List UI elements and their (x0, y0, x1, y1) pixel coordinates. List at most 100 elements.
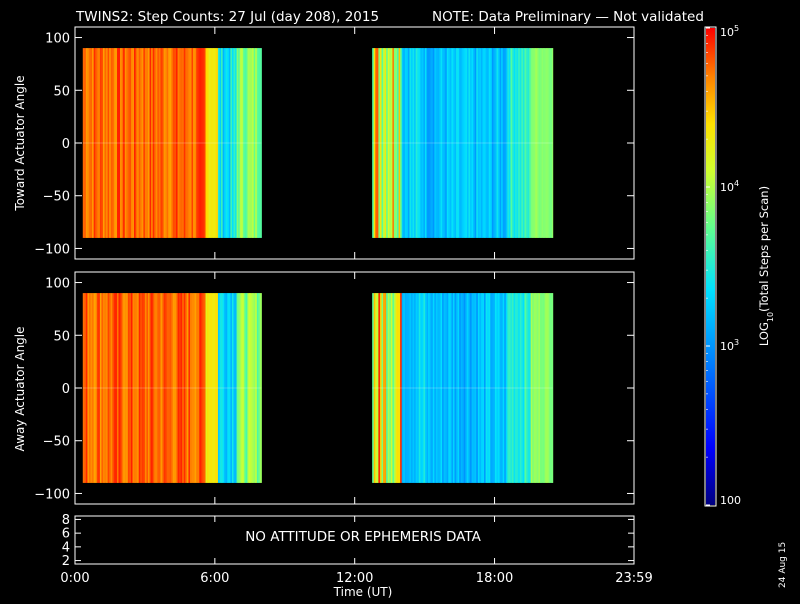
spectrogram-strip (85, 48, 88, 238)
toward-y-axis-label: Toward Actuator Angle (13, 75, 27, 211)
spectrogram-strip (502, 48, 505, 238)
spectrogram-strip (466, 293, 469, 483)
colorbar: 105 104 103 100 LOG10(Total Steps per Scan) (704, 24, 775, 507)
spectrogram-strip (163, 48, 166, 238)
spectrogram-strip (390, 293, 393, 483)
spectrogram-strip (550, 48, 553, 238)
spectrogram-strip (459, 293, 462, 483)
spectrogram-strip (224, 293, 227, 483)
spectrogram-strip (476, 48, 479, 238)
spectrogram-strip (519, 48, 522, 238)
spectrogram-strip (462, 293, 465, 483)
spectrogram-strip (165, 48, 168, 238)
spectrogram-strip (249, 48, 251, 238)
spectrogram-strip (488, 48, 491, 238)
spectrogram-strip (407, 293, 410, 483)
spectrogram-strip (524, 48, 527, 238)
spectrogram-strip (205, 293, 208, 483)
spectrogram-strip (241, 48, 244, 238)
spectrogram-strip (529, 293, 532, 483)
spectrogram-strip (157, 48, 160, 238)
spectrogram-strip (138, 293, 141, 483)
spectrogram-strip (106, 293, 109, 483)
spectrogram-strip (219, 293, 222, 483)
spectrogram-strip (400, 48, 403, 238)
spectrogram-strip (208, 48, 211, 238)
spectrogram-strip (231, 293, 234, 483)
away-y-axis-label: Away Actuator Angle (13, 326, 27, 451)
spectrogram-strip (92, 48, 95, 238)
spectrogram-strip (165, 293, 168, 483)
spectrogram-strip (216, 48, 219, 238)
spectrogram-strip (126, 48, 129, 238)
spectrogram-strip (90, 48, 93, 238)
spectrogram-strip (141, 293, 144, 483)
spectrogram-strip (460, 293, 463, 483)
spectrogram-strip (239, 48, 242, 238)
spectrogram-strip (85, 293, 88, 483)
spectrogram-strip (386, 48, 389, 238)
spectrogram-strip (171, 48, 174, 238)
spectrogram-strip (250, 293, 253, 483)
y-tick-label: 100 (45, 277, 70, 292)
spectrogram-strip (92, 293, 95, 483)
spectrogram-strip (466, 48, 469, 238)
spectrogram-strip (539, 48, 542, 238)
spectrogram-strip (428, 48, 431, 238)
spectrogram-strip (124, 293, 127, 483)
spectrogram-strip (179, 48, 182, 238)
spectrogram-strip (244, 48, 247, 238)
spectrogram-strip (230, 293, 233, 483)
spectrogram-strip (423, 48, 426, 238)
spectrogram-strip (104, 293, 107, 483)
spectrogram-strip (446, 48, 449, 238)
spectrogram-strip (247, 293, 250, 483)
spectrogram-strip (552, 48, 554, 238)
spectrogram-strip (146, 293, 149, 483)
spectrogram-strip (505, 48, 508, 238)
spectrogram-strip (485, 48, 488, 238)
spectrogram-strip (101, 48, 104, 238)
spectrogram-strip (129, 293, 132, 483)
spectrogram-strip (527, 293, 530, 483)
spectrogram-strip (106, 48, 109, 238)
spectrogram-strip (546, 293, 549, 483)
spectrogram-strip (258, 48, 261, 238)
spectrogram-strip (476, 293, 479, 483)
spectrogram-strip (219, 48, 222, 238)
spectrogram-strip (414, 293, 417, 483)
spectrogram-strip (421, 293, 424, 483)
spectrogram-strip (409, 293, 412, 483)
spectrogram-strip (185, 293, 188, 483)
spectrogram-strip (211, 293, 214, 483)
spectrogram-strip (210, 293, 213, 483)
spectrogram-strip (126, 293, 129, 483)
spectrogram-strip (397, 293, 399, 483)
spectrogram-strip (465, 48, 468, 238)
spectrogram-strip (197, 293, 200, 483)
spectrogram-strip (452, 293, 455, 483)
spectrogram-strip (420, 48, 423, 238)
spectrogram-strip (518, 48, 521, 238)
spectrogram-strip (438, 48, 441, 238)
spectrogram-strip (130, 48, 133, 238)
spectrogram-strip (127, 293, 130, 483)
spectrogram-strip (120, 293, 123, 483)
spectrogram-strip (213, 48, 216, 238)
spectrogram-strip (479, 293, 482, 483)
spectrogram-strip (255, 293, 258, 483)
spectrogram-strip (446, 293, 449, 483)
spectrogram-strip (231, 48, 234, 238)
spectrogram-strip (521, 48, 524, 238)
spectrogram-strip (256, 48, 259, 238)
spectrogram-strip (183, 48, 186, 238)
away-spectrogram (82, 293, 554, 483)
spectrogram-strip (172, 48, 175, 238)
spectrogram-strip (228, 293, 231, 483)
spectrogram-strip (186, 48, 189, 238)
spectrogram-strip (407, 48, 410, 238)
spectrogram-strip (434, 48, 437, 238)
spectrogram-strip (488, 293, 491, 483)
spectrogram-strip (395, 293, 398, 483)
spectrogram-strip (533, 293, 536, 483)
